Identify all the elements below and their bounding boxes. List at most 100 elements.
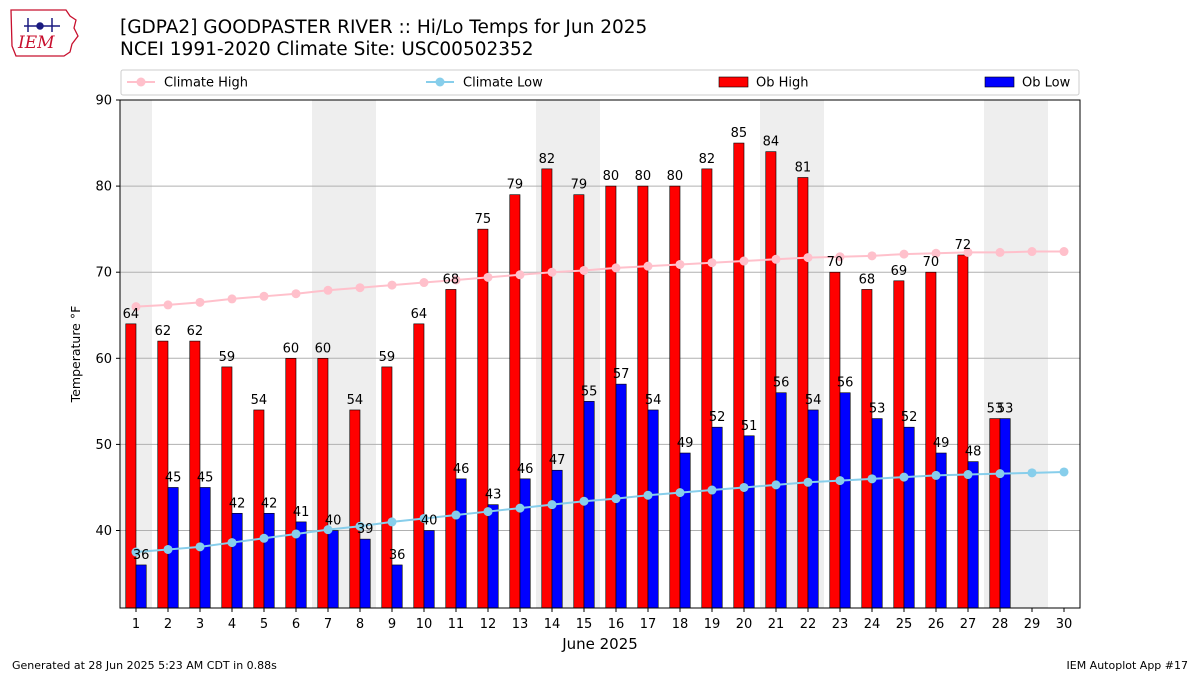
ob-low-label-day-5: 42 [261,496,278,511]
ob-high-label-day-4: 59 [219,350,236,365]
x-tick-label-18: 18 [672,617,689,632]
y-tick-label-50: 50 [95,438,112,453]
legend-ob-high-label: Ob High [756,76,809,91]
y-tick-label-70: 70 [95,266,112,281]
x-tick-label-10: 10 [416,617,433,632]
ob-low-label-day-25: 52 [901,410,918,425]
ob-low-label-day-9: 36 [389,548,406,563]
x-tick-label-6: 6 [292,617,300,632]
x-tick-label-26: 26 [928,617,945,632]
weather-station-icon [24,18,60,32]
ob-low-bar-day-20 [743,435,755,609]
ob-high-bar-day-25 [893,280,905,609]
x-tick-label-28: 28 [992,617,1009,632]
ob-low-bar-day-12 [487,504,499,609]
climate-lines [131,247,1069,557]
ob-low-bar-day-11 [455,478,467,609]
chart-subtitle: NCEI 1991-2020 Climate Site: USC00502352 [120,39,534,60]
ob-low-bar-day-10 [423,530,435,609]
ob-high-label-day-25: 69 [891,264,908,279]
climate-low-point-day-9 [387,517,397,527]
ob-high-label-day-18: 80 [667,169,684,184]
ob-high-label-day-20: 85 [731,126,748,141]
climate-high-point-day-1 [131,302,141,312]
climate-high-point-day-21 [771,254,781,264]
ob-high-bar-day-13 [509,194,521,609]
x-tick-label-16: 16 [608,617,625,632]
climate-high-point-day-15 [579,265,589,275]
ob-high-bar-day-12 [477,228,489,609]
climate-low-point-day-25 [899,472,909,482]
ob-low-label-day-13: 46 [517,462,534,477]
x-tick-label-17: 17 [640,617,657,632]
climate-high-line [135,250,1064,308]
x-axis-label: June 2025 [561,635,638,653]
ob-low-bar-day-14 [551,469,563,609]
ob-high-label-day-15: 79 [571,178,588,193]
climate-low-point-day-16 [611,494,621,504]
ob-high-label-day-6: 60 [283,341,300,356]
x-tick-label-15: 15 [576,617,593,632]
ob-high-bar-day-4 [221,366,233,609]
y-tick-label-80: 80 [95,180,112,195]
ob-high-bar-day-16 [605,185,617,609]
ob-high-bar-day-18 [669,185,681,609]
ob-high-label-day-11: 68 [443,272,460,287]
x-tick-label-2: 2 [164,617,172,632]
ob-low-label-day-18: 49 [677,436,694,451]
ob-high-bar-day-7 [317,358,329,609]
climate-high-point-day-26 [931,248,941,258]
ob-high-label-day-22: 81 [795,160,812,175]
climate-high-point-day-27 [963,247,973,257]
climate-low-point-day-27 [963,470,973,480]
ob-low-label-day-7: 40 [325,514,342,529]
climate-low-point-day-1 [131,547,141,557]
ob-low-bar-day-17 [647,409,659,609]
x-tick-label-30: 30 [1056,617,1073,632]
climate-high-point-day-13 [515,270,525,280]
ob-high-bar-day-6 [285,358,297,609]
climate-low-point-day-21 [771,480,781,490]
climate-low-line [135,470,1065,554]
climate-low-point-day-3 [195,542,205,552]
logo-text: IEM [17,33,55,53]
iem-logo: IEM [10,9,79,57]
ob-high-bar-day-1 [125,323,137,609]
climate-low-point-day-14 [547,500,557,510]
ob-low-label-day-10: 40 [421,514,438,529]
ob-high-label-day-8: 54 [347,393,364,408]
climate-low-point-day-4 [227,538,237,548]
climate-high-point-day-3 [195,297,205,307]
ob-low-label-day-24: 53 [869,402,886,417]
ob-low-label-day-26: 49 [933,436,950,451]
ob-high-label-day-27: 72 [955,238,972,253]
ob-low-bar-day-28 [999,418,1011,609]
legend-climate-low-swatch-marker [435,77,445,87]
x-tick-label-20: 20 [736,617,753,632]
ob-high-bar-day-9 [381,366,393,609]
ob-low-label-day-15: 55 [581,384,598,399]
climate-low-point-day-19 [707,485,717,495]
ob-low-label-day-1: 36 [133,548,150,563]
climate-low-point-day-5 [259,533,269,543]
climate-low-point-day-15 [579,496,589,506]
legend: Climate High Climate Low Ob High Ob Low [120,69,1080,96]
climate-high-point-day-14 [547,267,557,277]
climate-low-point-day-10 [419,513,429,523]
climate-low-point-day-20 [739,482,749,492]
climate-high-point-day-16 [611,263,621,273]
ob-high-label-day-26: 70 [923,255,940,270]
ob-low-label-day-11: 46 [453,462,470,477]
climate-low-point-day-22 [803,477,813,487]
climate-high-point-day-2 [163,300,173,310]
x-tick-label-27: 27 [960,617,977,632]
ob-high-label-day-19: 82 [699,152,716,167]
climate-low-point-day-29 [1027,468,1037,478]
climate-low-point-day-12 [483,507,493,517]
climate-high-point-day-5 [259,291,269,301]
climate-high-point-day-20 [739,256,749,266]
ob-low-label-day-8: 39 [357,522,374,537]
climate-high-point-day-25 [899,249,909,259]
